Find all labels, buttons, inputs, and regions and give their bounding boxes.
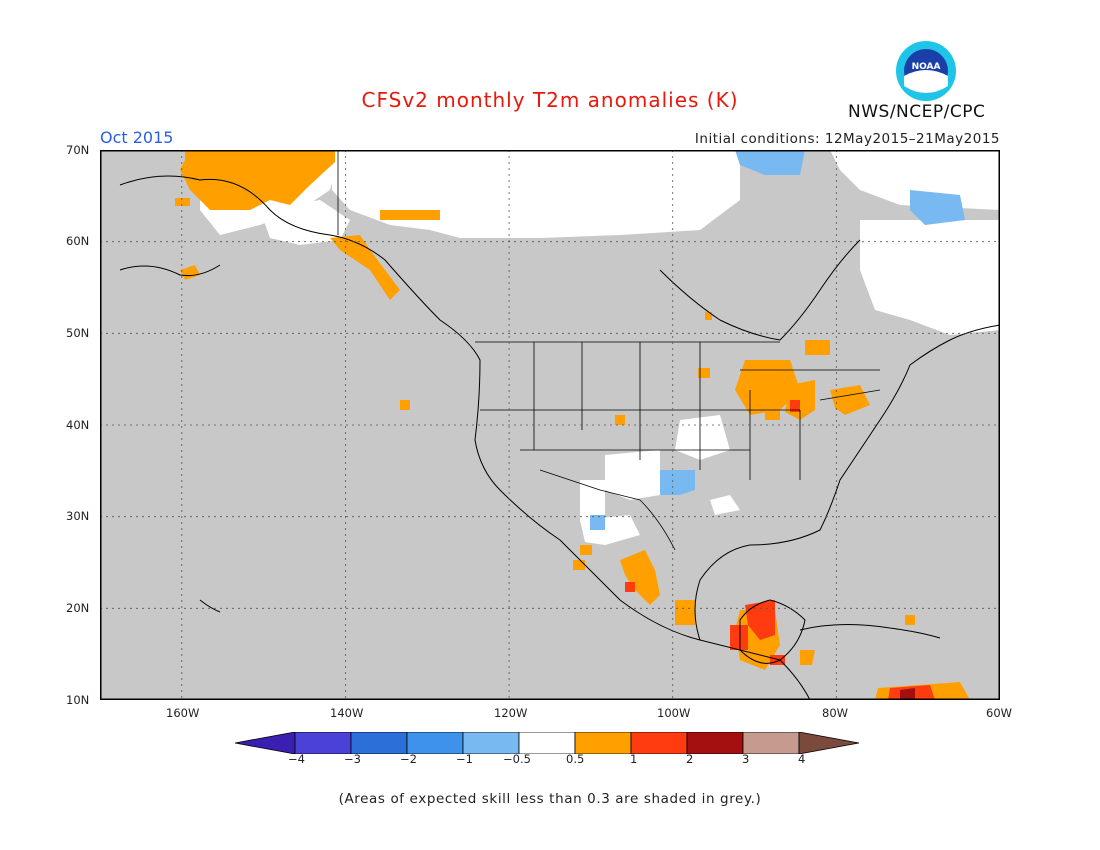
lat-label: 20N [66, 601, 90, 615]
lon-label: 160W [166, 706, 200, 720]
legend-tick: −1 [456, 752, 473, 766]
agency-label: NWS/NCEP/CPC [848, 102, 986, 122]
lon-label: 60W [986, 706, 1013, 720]
legend-tick: 1 [630, 752, 638, 766]
legend-tick: −3 [344, 752, 361, 766]
colorbar-arrow-low [235, 732, 296, 754]
lon-label: 100W [657, 706, 691, 720]
anomaly-map [100, 150, 1000, 700]
lon-label: 140W [330, 706, 364, 720]
forecast-period: Oct 2015 [100, 128, 174, 147]
legend-tick: 3 [742, 752, 750, 766]
lat-label: 30N [66, 509, 90, 523]
footnote: (Areas of expected skill less than 0.3 a… [338, 791, 762, 807]
noaa-logo-text: NOAA [912, 62, 941, 72]
legend-tick: −2 [400, 752, 417, 766]
political-borders [337, 150, 881, 551]
colorbar-segment [406, 732, 464, 754]
lat-label: 70N [66, 143, 90, 157]
lat-label: 10N [66, 693, 90, 707]
colorbar-segment [294, 732, 352, 754]
colorbar-segment [686, 732, 744, 754]
legend-tick: 2 [686, 752, 694, 766]
cool-anomaly-regions [590, 150, 965, 530]
colorbar-arrow-high [798, 732, 860, 754]
coastlines [119, 175, 1000, 700]
initial-conditions: Initial conditions: 12May2015–21May2015 [694, 131, 1000, 147]
colorbar-segment [742, 732, 800, 754]
lon-label: 80W [822, 706, 849, 720]
colorbar-segment [518, 732, 576, 754]
legend-tick: −4 [288, 752, 305, 766]
colorbar-segment [462, 732, 520, 754]
map-title: CFSv2 monthly T2m anomalies (K) [361, 88, 739, 112]
colorbar-segment [630, 732, 688, 754]
very-warm-regions [900, 688, 915, 700]
lat-label: 60N [66, 234, 90, 248]
colorbar-segment [350, 732, 408, 754]
colorbar-segment [574, 732, 632, 754]
lat-label: 40N [66, 418, 90, 432]
legend-tick: 0.5 [566, 752, 585, 766]
map-frame [100, 150, 1000, 700]
legend-tick: −0.5 [503, 752, 531, 766]
legend-tick: 4 [798, 752, 806, 766]
lon-label: 120W [494, 706, 528, 720]
graticule [100, 150, 1000, 700]
noaa-logo: NOAA [896, 41, 956, 101]
lat-label: 50N [66, 326, 90, 340]
color-scale-bar [235, 732, 860, 754]
strong-warm-regions [625, 400, 935, 700]
